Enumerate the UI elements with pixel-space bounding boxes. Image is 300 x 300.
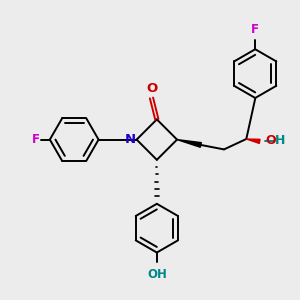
Text: N: N — [124, 133, 136, 146]
Text: OH: OH — [147, 268, 167, 281]
Text: F: F — [251, 23, 259, 36]
Text: O: O — [266, 134, 276, 147]
Text: F: F — [32, 133, 40, 146]
Text: H: H — [275, 134, 286, 147]
Polygon shape — [246, 139, 260, 143]
Text: O: O — [146, 82, 158, 95]
Polygon shape — [177, 140, 201, 147]
